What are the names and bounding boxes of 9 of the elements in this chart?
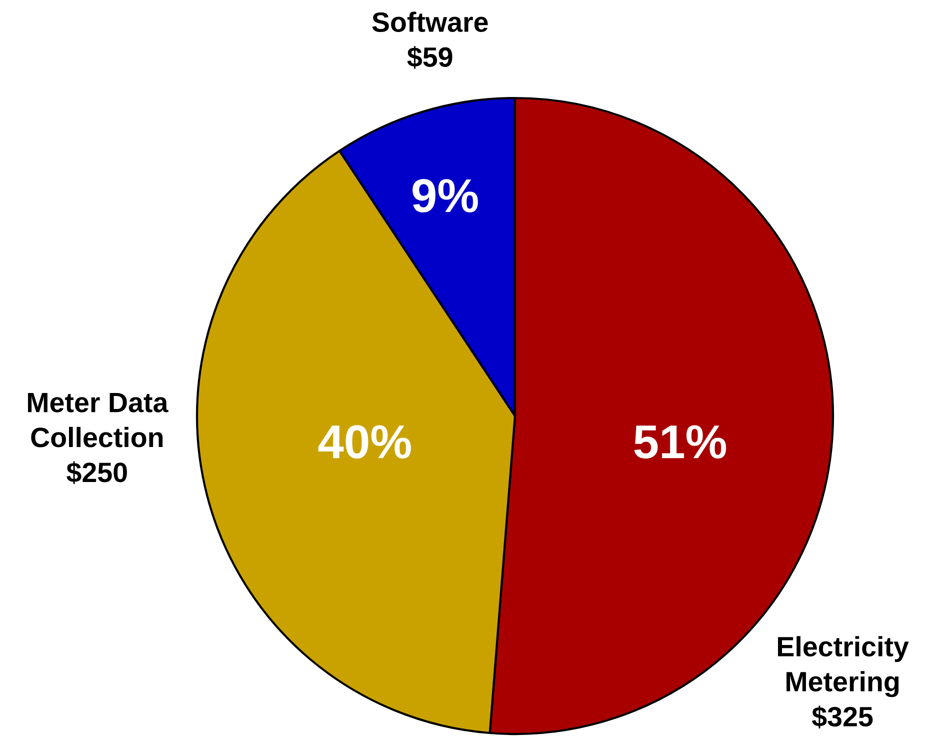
text: 9% [412,178,478,212]
data-label: $250 [66,461,127,484]
data-label: $59 [407,46,452,69]
data-label: $325 [812,706,873,728]
text: 51% [634,425,726,459]
text: 40% [318,425,411,459]
slice-label: Software [372,12,488,32]
slice-label: Electricity Metering [778,636,909,698]
slice-label: Meter Data Collection [28,392,168,448]
